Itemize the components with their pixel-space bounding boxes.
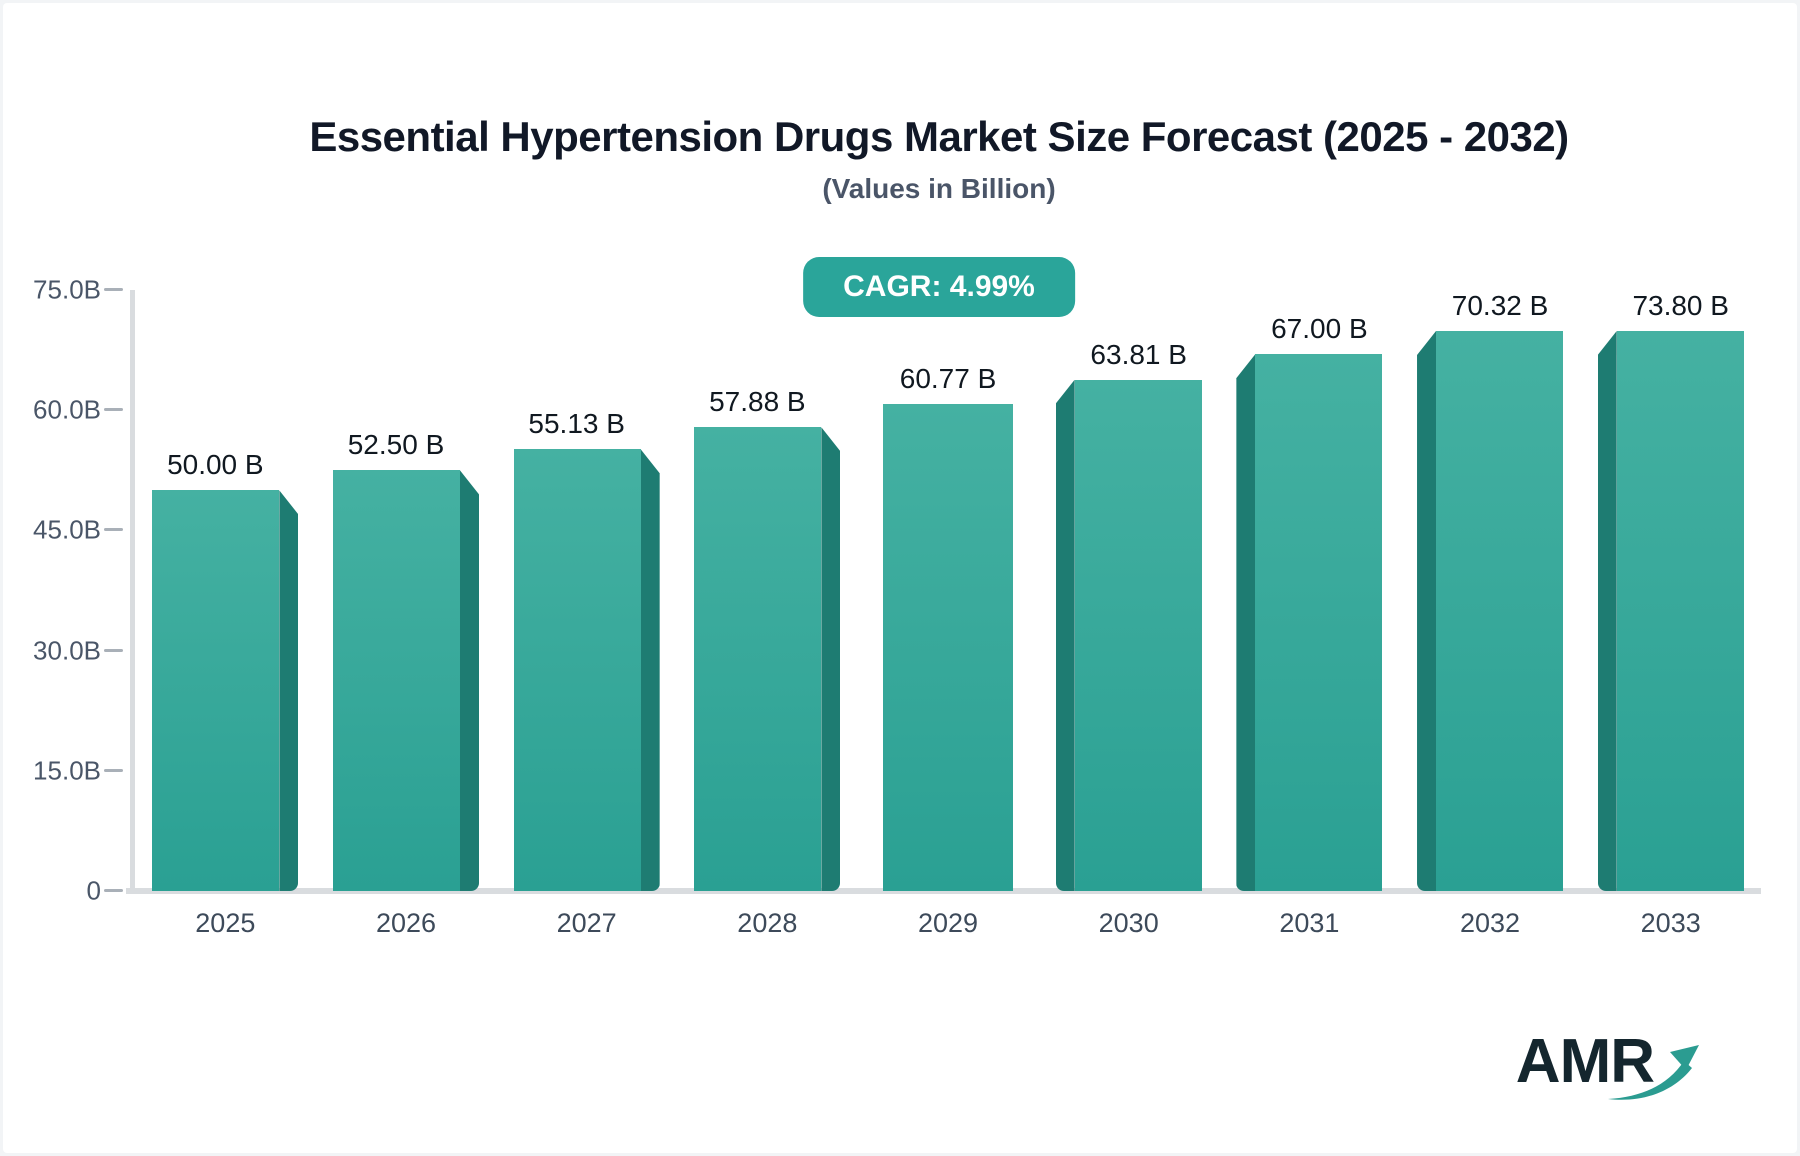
y-tick-label: 15.0B [33, 755, 101, 786]
bar [152, 490, 299, 891]
bar-slot: 63.81 B 2030 [1038, 290, 1219, 938]
bar-side-shade [279, 490, 299, 891]
bar-face [152, 490, 280, 891]
x-axis-label: 2031 [1279, 908, 1340, 938]
bar [1417, 331, 1564, 891]
bar-face [513, 449, 641, 891]
y-tick-dash [104, 889, 123, 892]
bar [1597, 331, 1744, 891]
x-axis-label: 2025 [195, 908, 256, 938]
bar-slot: 60.77 B 2029 [858, 290, 1039, 938]
bar-side-shade [1055, 379, 1075, 891]
y-tick-label: 30.0B [33, 635, 101, 666]
bar-value-label: 55.13 B [528, 408, 625, 440]
bar-value-label: 70.32 B [1451, 290, 1549, 321]
bar-slot: 73.80 B 2033 [1580, 290, 1761, 938]
bar-side-shade [1417, 331, 1437, 891]
x-axis-label: 2030 [1098, 908, 1159, 938]
x-axis-label: 2032 [1459, 908, 1521, 938]
bars-row: 50.00 B 2025 52.50 B 2026 55.13 B 2027 57.88 B… [135, 290, 1761, 938]
bar-face [1436, 331, 1564, 891]
bar-slot: 70.32 B 2032 [1400, 290, 1581, 938]
bar [883, 404, 1014, 891]
bar [333, 470, 479, 891]
bar-face [1074, 379, 1202, 891]
y-axis-line [130, 290, 135, 891]
bar-side-shade [821, 427, 841, 891]
bar-face [694, 427, 822, 891]
x-axis-label: 2026 [375, 908, 437, 938]
bar-value-label: 50.00 B [167, 449, 264, 481]
bar-face [333, 470, 460, 891]
chart-title: Essential Hypertension Drugs Market Size… [309, 113, 1569, 160]
y-tick-dash [104, 408, 123, 412]
chart-card: Essential Hypertension Drugs Market Size… [3, 3, 1797, 1153]
bar-value-label: 63.81 B [1090, 338, 1187, 370]
chart-subtitle: (Values in Billion) [822, 173, 1056, 204]
x-axis-label: 2029 [917, 908, 979, 938]
bar-side-shade [1236, 354, 1256, 891]
y-tick-label: 0 [86, 875, 101, 906]
y-tick-dash [104, 768, 123, 772]
cagr-badge: CAGR: 4.99% [803, 257, 1075, 317]
bar [1055, 379, 1202, 891]
y-tick-dash [104, 528, 123, 532]
y-tick-label: 75.0B [33, 274, 101, 305]
bar [513, 449, 660, 891]
bar-value-label: 73.80 B [1632, 290, 1729, 321]
bar-slot: 50.00 B 2025 [135, 290, 316, 938]
brand-logo: AMR [1515, 1027, 1699, 1100]
bar-slot: 57.88 B 2028 [677, 290, 858, 938]
plot-area: 50.00 B 2025 52.50 B 2026 55.13 B 2027 57.88 B… [33, 275, 1761, 938]
bar-side-shade [640, 449, 660, 891]
x-axis-label: 2028 [737, 908, 798, 938]
y-tick-label: 60.0B [33, 394, 101, 425]
bar-value-label: 52.50 B [347, 429, 445, 461]
bar-value-label: 57.88 B [709, 386, 806, 418]
bar-side-shade [460, 470, 479, 891]
x-axis-label: 2033 [1640, 908, 1701, 938]
bar [1236, 354, 1383, 891]
bar-face [1616, 331, 1744, 891]
bar-slot: 67.00 B 2031 [1219, 290, 1400, 938]
y-tick-dash [104, 288, 123, 291]
logo-arrow-icon [1608, 1045, 1699, 1100]
bar-face [1255, 354, 1383, 891]
bar-side-shade [1597, 331, 1617, 891]
x-axis-baseline [126, 888, 1761, 894]
bar-value-label: 67.00 B [1271, 313, 1368, 345]
bar-slot: 52.50 B 2026 [316, 290, 497, 938]
bar-value-label: 60.77 B [899, 363, 997, 395]
bar [694, 427, 841, 891]
brand-logo-text: AMR [1515, 1027, 1655, 1096]
x-axis-label: 2027 [556, 908, 617, 938]
bar-face [883, 404, 1014, 891]
bar-slot: 55.13 B 2027 [496, 290, 677, 938]
y-tick-label: 45.0B [33, 514, 101, 545]
y-tick-dash [104, 648, 123, 652]
